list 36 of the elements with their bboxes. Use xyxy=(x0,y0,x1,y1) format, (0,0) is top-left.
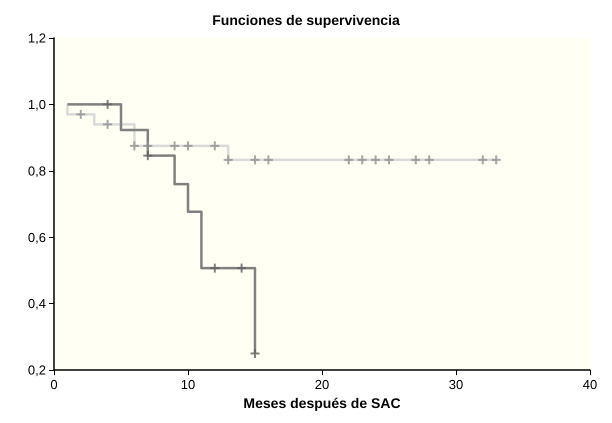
point xyxy=(477,154,488,166)
point xyxy=(250,348,260,359)
point xyxy=(142,140,154,152)
x-tick-label: 10 xyxy=(180,377,196,392)
y-tick-label: 0,6 xyxy=(28,230,46,245)
point xyxy=(102,98,114,110)
point xyxy=(75,108,86,120)
point xyxy=(209,262,220,274)
x-tick-label: 0 xyxy=(50,377,58,392)
point xyxy=(222,154,234,166)
point xyxy=(209,140,220,152)
point xyxy=(410,154,422,166)
point xyxy=(384,154,394,166)
point xyxy=(370,154,382,166)
chart-title: Funciones de supervivencia xyxy=(212,12,400,28)
x-tick-label: 30 xyxy=(448,377,464,392)
point xyxy=(182,140,194,152)
point xyxy=(424,154,435,166)
y-tick-label: 1,0 xyxy=(28,96,46,112)
x-tick-label: 20 xyxy=(314,377,330,392)
point xyxy=(490,154,502,166)
y-tick-label: 0,8 xyxy=(28,163,46,178)
point xyxy=(128,140,140,152)
y-tick-label: 1,2 xyxy=(28,30,46,46)
point xyxy=(169,140,180,152)
point xyxy=(236,262,248,274)
point xyxy=(142,150,154,162)
y-tick-label: 0,4 xyxy=(28,296,46,312)
point xyxy=(102,118,114,130)
y-tick-label: 0,2 xyxy=(28,362,46,378)
x-axis-title: Meses después de SAC xyxy=(243,395,401,411)
x-tick-label: 40 xyxy=(582,377,598,392)
point xyxy=(250,154,260,166)
point xyxy=(262,154,274,166)
point xyxy=(356,154,368,166)
point xyxy=(343,154,354,166)
